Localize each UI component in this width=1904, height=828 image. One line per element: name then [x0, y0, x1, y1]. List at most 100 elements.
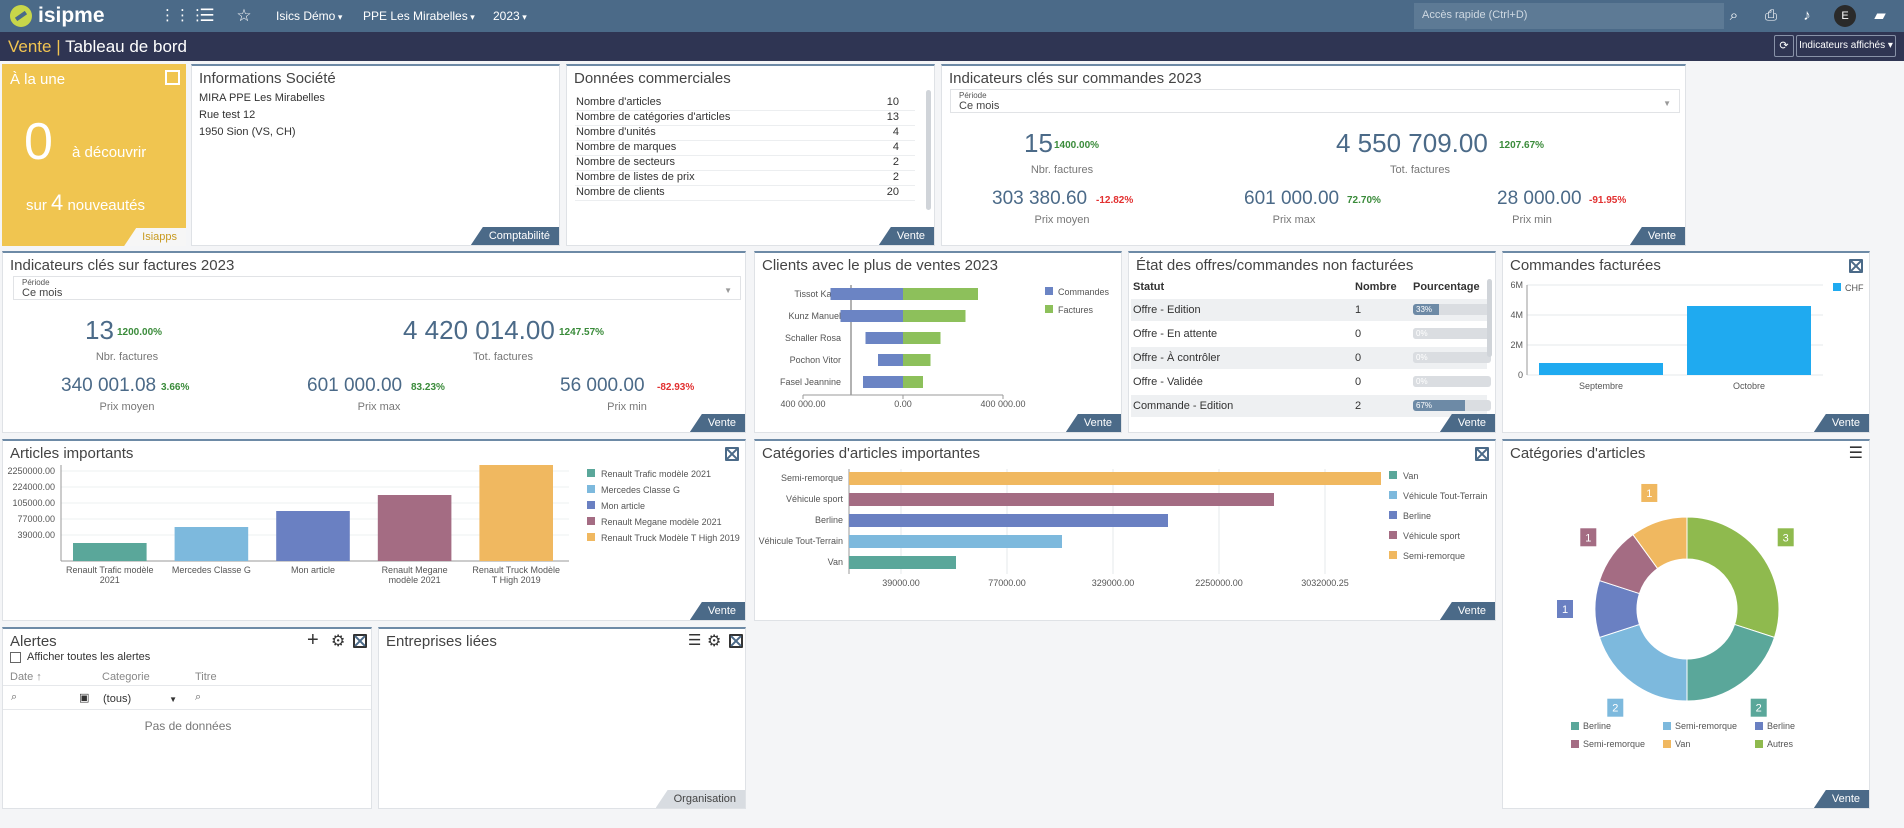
comptabilite-tag[interactable]: Comptabilité: [470, 227, 559, 245]
user-avatar[interactable]: E: [1834, 5, 1856, 27]
menu-entity[interactable]: PPE Les Mirabelles: [363, 9, 475, 23]
alaune-discover: à découvrir: [72, 144, 147, 161]
x-tick-label: Renault Megane: [382, 565, 448, 575]
app-logo[interactable]: isipme: [10, 4, 105, 28]
card-a-la-une[interactable]: À la une 0 à découvrir sur 4 nouveautés …: [2, 64, 186, 246]
legend-label: Semi-remorque: [1403, 551, 1465, 561]
kpi-max: 601 000.00: [1244, 188, 1340, 209]
category-label: Van: [828, 557, 843, 567]
table-row[interactable]: [1131, 299, 1487, 321]
kpi-nbr-label: Nbr. factures: [95, 351, 159, 363]
progress-label: 0%: [1416, 329, 1428, 338]
expand-icon[interactable]: [729, 634, 743, 648]
kpi-nbr-label: Nbr. factures: [1030, 164, 1094, 176]
folder-icon[interactable]: ▰: [1874, 7, 1886, 24]
calendar-icon[interactable]: ▣: [79, 692, 90, 704]
list-icon[interactable]: ☰: [1848, 445, 1863, 462]
expand-icon[interactable]: [353, 634, 367, 648]
bar-factures: [903, 332, 941, 344]
row-divider: [575, 155, 915, 156]
kpi-min-label: Prix min: [607, 401, 647, 413]
indicators-displayed-button[interactable]: Indicateurs affichés ▾: [1796, 35, 1896, 57]
favorites-star-icon[interactable]: ☆: [236, 6, 252, 25]
progress-fill: [1413, 400, 1466, 411]
col-date[interactable]: Date ↑: [10, 671, 42, 683]
kpi-max-pct: 72.70%: [1347, 195, 1381, 206]
isiapps-tag[interactable]: Isiapps: [124, 228, 186, 246]
vente-tag[interactable]: Vente: [1065, 414, 1121, 432]
x-tick-label: Renault Trafic modèle: [66, 565, 154, 575]
x-tick-label: 2250000.00: [1195, 578, 1243, 588]
expand-icon[interactable]: [725, 447, 739, 461]
period-select[interactable]: Période Ce mois ▼: [950, 89, 1680, 113]
date-filter-search-icon[interactable]: ⌕: [11, 691, 18, 703]
category-label: Tissot Katia: [794, 289, 841, 299]
articles-chart: 2250000.00 224000.00 105000.00 77000.00 3900…: [7, 465, 740, 585]
table-row[interactable]: [1131, 323, 1487, 345]
alaune-sur: sur: [26, 197, 47, 214]
title-filter-search-icon[interactable]: ⌕: [195, 691, 202, 703]
commercial-row-value: 4: [892, 141, 899, 153]
vente-tag[interactable]: Vente: [1813, 790, 1869, 808]
table-row[interactable]: [1131, 371, 1487, 393]
kpi-max-label: Prix max: [1272, 214, 1316, 226]
divider: [3, 709, 371, 710]
kpi-tot-pct: 1247.57%: [559, 327, 605, 338]
search-icon[interactable]: ⌕: [1729, 7, 1739, 24]
table-row[interactable]: [1131, 395, 1487, 417]
gear-icon[interactable]: ⚙: [331, 633, 346, 650]
scrollbar[interactable]: [1487, 279, 1492, 357]
alaune-total: 4: [51, 190, 64, 215]
print-icon[interactable]: ⎙: [1764, 7, 1777, 24]
x-tick-label: 329000.00: [1092, 578, 1135, 588]
vente-tag[interactable]: Vente: [689, 602, 745, 620]
expand-icon[interactable]: [1849, 259, 1863, 273]
row-divider: [575, 125, 915, 126]
header-status: Statut: [1133, 281, 1165, 293]
slice-label-box: [1750, 698, 1767, 717]
refresh-button[interactable]: ⟳: [1774, 35, 1794, 57]
vente-tag[interactable]: Vente: [1813, 414, 1869, 432]
section-title[interactable]: Vente: [8, 37, 52, 56]
bar-factures: [903, 354, 931, 366]
col-date-label: Date: [10, 671, 34, 683]
category-filter-select[interactable]: (tous) ▼: [103, 693, 178, 705]
period-select[interactable]: Période Ce mois ▼: [13, 276, 741, 300]
notifications-bell-icon[interactable]: ♪: [1803, 7, 1811, 24]
gear-icon[interactable]: ⚙: [707, 633, 722, 650]
linked-title: Entreprises liées: [386, 633, 497, 650]
menu-year[interactable]: 2023: [493, 9, 527, 23]
card-linked-companies: Entreprises liées ☰ ⚙ Organisation: [378, 627, 746, 809]
apps-grid-icon[interactable]: ⋮⋮⋮: [160, 7, 205, 24]
commercial-row-value: 4: [892, 126, 899, 138]
vente-tag[interactable]: Vente: [689, 414, 745, 432]
vente-tag[interactable]: Vente: [1439, 414, 1495, 432]
vente-tag[interactable]: Vente: [1629, 227, 1685, 245]
vente-tag[interactable]: Vente: [878, 227, 934, 245]
legend-label: Véhicule Tout-Terrain: [1403, 491, 1487, 501]
quick-access-input[interactable]: Accès rapide (Ctrl+D): [1414, 3, 1724, 29]
row-divider: [575, 200, 915, 201]
organisation-tag[interactable]: Organisation: [655, 790, 745, 808]
card-kpi-orders: Indicateurs clés sur commandes 2023 Péri…: [941, 64, 1686, 246]
commercial-row-label: Nombre de catégories d'articles: [576, 111, 731, 123]
show-all-checkbox[interactable]: [10, 652, 21, 663]
legend-label: Berline: [1583, 721, 1611, 731]
col-titre[interactable]: Titre: [195, 671, 217, 683]
hamburger-menu-icon[interactable]: ☰: [199, 6, 215, 25]
add-icon[interactable]: +: [307, 629, 319, 651]
vente-tag[interactable]: Vente: [1439, 602, 1495, 620]
expand-icon[interactable]: [1475, 447, 1489, 461]
col-categorie[interactable]: Categorie: [102, 671, 150, 683]
legend-label: Berline: [1767, 721, 1795, 731]
bar: [1539, 363, 1663, 375]
table-row[interactable]: [1131, 347, 1487, 369]
alaune-count: 0: [24, 113, 53, 171]
list-icon[interactable]: ☰: [688, 632, 702, 649]
company-city: 1950 Sion (VS, CH): [199, 126, 296, 138]
legend-label: Mercedes Classe G: [601, 485, 680, 495]
expand-icon[interactable]: [165, 70, 180, 85]
card-billed-orders: Commandes facturées 6M 4M 2M 0 Septembre Octo…: [1502, 251, 1870, 433]
menu-company[interactable]: Isics Démo: [276, 9, 342, 23]
scrollbar[interactable]: [926, 90, 931, 210]
